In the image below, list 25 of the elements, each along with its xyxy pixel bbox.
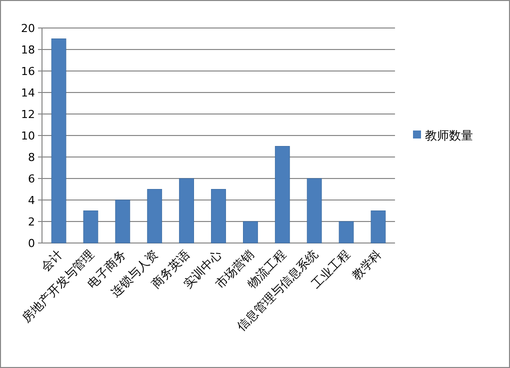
y-tick-label: 16 [21,64,35,78]
bar [51,38,66,244]
bar [147,189,162,244]
y-tick-label: 14 [21,86,35,100]
y-tick-label: 20 [21,22,35,35]
bar [370,210,386,244]
y-tick-label: 8 [28,150,35,164]
legend-label: 教师数量 [425,128,473,143]
y-tick-label: 6 [28,172,35,186]
bar [306,178,322,244]
y-tick-label: 10 [21,129,35,142]
bar [274,146,290,244]
x-tick-label: 教学科 [348,247,384,283]
y-tick-label: 2 [28,215,35,228]
x-tick-label: 会计 [38,247,65,274]
y-tick-label: 12 [21,108,35,121]
bar [211,189,226,244]
bar [243,221,258,244]
bar [115,200,130,244]
y-tick-label: 0 [28,236,35,250]
y-tick-label: 4 [28,194,35,207]
bar [83,210,98,244]
y-tick-label: 18 [21,43,35,56]
bar [338,221,354,244]
bar [179,178,194,244]
